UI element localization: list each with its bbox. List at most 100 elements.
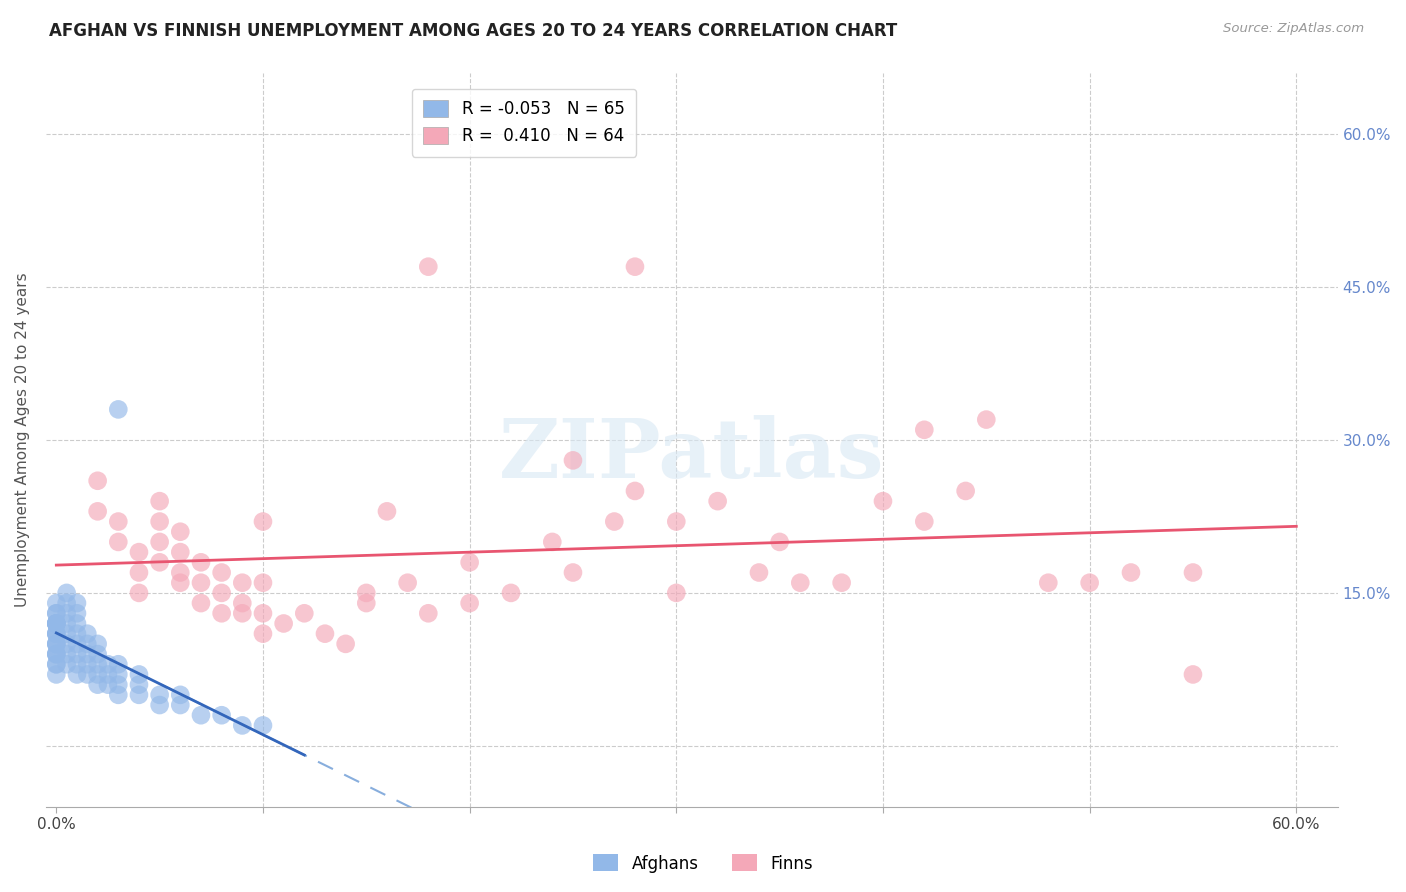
Point — [76, 667, 98, 681]
Point — [562, 566, 585, 580]
Point — [231, 596, 253, 610]
Point — [45, 626, 67, 640]
Point — [211, 586, 233, 600]
Point — [149, 494, 172, 508]
Point — [356, 596, 378, 610]
Point — [128, 688, 150, 702]
Point — [665, 515, 688, 529]
Point — [974, 412, 997, 426]
Point — [66, 616, 89, 631]
Point — [1181, 667, 1204, 681]
Point — [128, 566, 150, 580]
Point — [76, 647, 98, 661]
Point — [128, 545, 150, 559]
Point — [45, 647, 67, 661]
Point — [107, 667, 129, 681]
Point — [45, 626, 67, 640]
Point — [66, 626, 89, 640]
Point — [356, 586, 378, 600]
Point — [169, 575, 191, 590]
Point — [418, 260, 440, 274]
Point — [169, 698, 191, 712]
Point — [45, 637, 67, 651]
Point — [45, 616, 67, 631]
Point — [603, 515, 626, 529]
Point — [45, 637, 67, 651]
Point — [169, 545, 191, 559]
Point — [45, 647, 67, 661]
Point — [190, 555, 212, 569]
Point — [562, 453, 585, 467]
Point — [128, 586, 150, 600]
Point — [55, 647, 77, 661]
Point — [128, 667, 150, 681]
Point — [107, 688, 129, 702]
Point — [211, 607, 233, 621]
Point — [45, 616, 67, 631]
Point — [252, 607, 274, 621]
Point — [86, 667, 108, 681]
Point — [1119, 566, 1142, 580]
Point — [211, 708, 233, 723]
Point — [396, 575, 419, 590]
Point — [55, 586, 77, 600]
Point — [831, 575, 853, 590]
Legend: Afghans, Finns: Afghans, Finns — [586, 847, 820, 880]
Point — [76, 626, 98, 640]
Y-axis label: Unemployment Among Ages 20 to 24 years: Unemployment Among Ages 20 to 24 years — [15, 273, 30, 607]
Point — [955, 483, 977, 498]
Point — [76, 637, 98, 651]
Point — [624, 483, 647, 498]
Point — [169, 524, 191, 539]
Point — [252, 718, 274, 732]
Point — [66, 607, 89, 621]
Point — [45, 667, 67, 681]
Point — [273, 616, 295, 631]
Point — [314, 626, 336, 640]
Point — [665, 586, 688, 600]
Point — [458, 596, 481, 610]
Point — [252, 575, 274, 590]
Point — [190, 596, 212, 610]
Point — [86, 504, 108, 518]
Point — [1038, 575, 1060, 590]
Point — [748, 566, 770, 580]
Point — [624, 260, 647, 274]
Text: AFGHAN VS FINNISH UNEMPLOYMENT AMONG AGES 20 TO 24 YEARS CORRELATION CHART: AFGHAN VS FINNISH UNEMPLOYMENT AMONG AGE… — [49, 22, 897, 40]
Point — [190, 575, 212, 590]
Point — [55, 607, 77, 621]
Point — [1078, 575, 1101, 590]
Text: ZIPatlas: ZIPatlas — [499, 415, 884, 495]
Point — [45, 657, 67, 672]
Point — [45, 616, 67, 631]
Point — [912, 515, 935, 529]
Point — [169, 566, 191, 580]
Point — [66, 647, 89, 661]
Point — [55, 616, 77, 631]
Point — [55, 596, 77, 610]
Point — [86, 647, 108, 661]
Point — [252, 515, 274, 529]
Point — [912, 423, 935, 437]
Point — [66, 667, 89, 681]
Point — [86, 678, 108, 692]
Point — [149, 555, 172, 569]
Point — [418, 607, 440, 621]
Point — [231, 718, 253, 732]
Point — [107, 535, 129, 549]
Point — [45, 616, 67, 631]
Point — [769, 535, 792, 549]
Point — [499, 586, 522, 600]
Point — [149, 698, 172, 712]
Point — [458, 555, 481, 569]
Legend: R = -0.053   N = 65, R =  0.410   N = 64: R = -0.053 N = 65, R = 0.410 N = 64 — [412, 88, 636, 157]
Point — [86, 474, 108, 488]
Point — [45, 607, 67, 621]
Point — [97, 667, 120, 681]
Point — [45, 626, 67, 640]
Point — [86, 657, 108, 672]
Point — [128, 678, 150, 692]
Point — [872, 494, 894, 508]
Point — [335, 637, 357, 651]
Point — [541, 535, 564, 549]
